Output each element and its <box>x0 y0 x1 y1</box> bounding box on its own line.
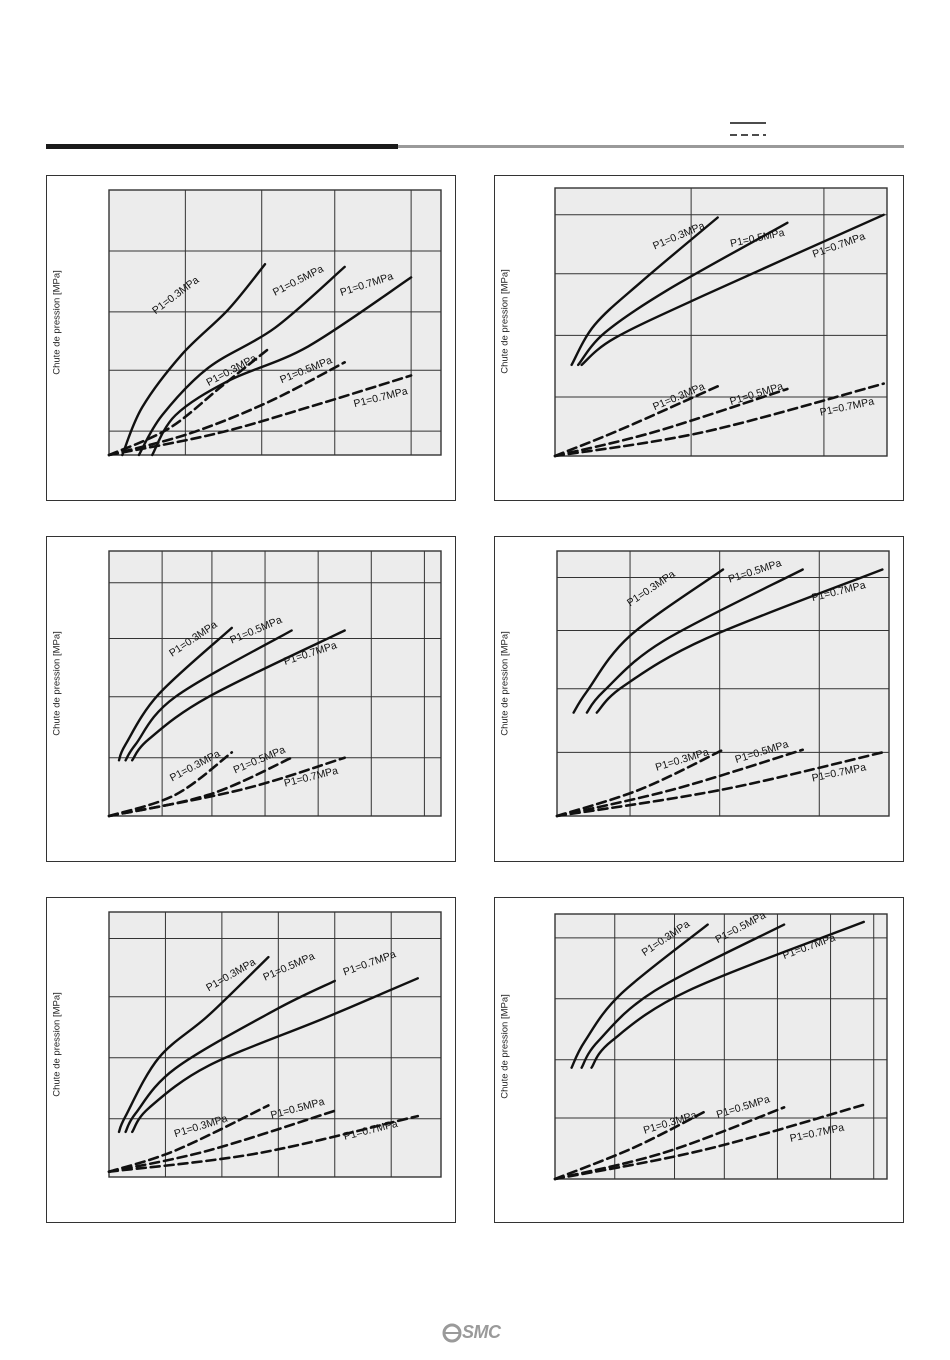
series-line-solid <box>570 923 709 1069</box>
series-line-solid <box>124 979 336 1134</box>
series-line-solid <box>124 629 293 762</box>
series-line-dashed <box>553 1108 709 1181</box>
chart-panel-1: Chute de pression [MPa] P1=0.3MPa P1=0.5MP… <box>46 175 456 501</box>
chart-panel-6: Chute de pression [MPa] P1=0.3MPa P1=0.5MP… <box>494 897 904 1223</box>
header-rule-grey <box>398 145 904 148</box>
smc-logo-text: SMC <box>462 1322 501 1342</box>
series-line-solid <box>121 263 267 457</box>
series-line-solid <box>137 265 346 457</box>
series-line-dashed <box>553 1103 866 1181</box>
series-line-solid <box>580 923 786 1069</box>
plot-area <box>108 189 442 456</box>
series-line-solid <box>577 221 789 367</box>
chart-panel-4: Chute de pression [MPa] P1=0.3MPa P1=0.5MP… <box>494 536 904 862</box>
series-line-solid <box>572 568 725 714</box>
chart-panel-3: Chute de pression [MPa] P1=0.3MPa P1=0.5MP… <box>46 536 456 862</box>
series-line-dashed <box>107 1104 270 1173</box>
series-line-dashed <box>107 1114 420 1173</box>
series-line-dashed <box>107 374 413 457</box>
chart-panel-2: Chute de pression [MPa] P1=0.3MPa P1=0.5MP… <box>494 175 904 501</box>
line-style-legend <box>730 118 770 142</box>
series-line-solid <box>117 955 270 1134</box>
series-line-dashed <box>553 385 719 458</box>
series-line-solid <box>580 213 885 367</box>
series-line-solid <box>590 920 865 1069</box>
series-line-dashed <box>553 387 789 458</box>
series-line-solid <box>570 216 719 367</box>
plot-area <box>108 550 442 817</box>
series-line-dashed <box>107 361 346 457</box>
series-line-solid <box>131 977 419 1134</box>
header-rule-dark <box>46 144 398 149</box>
series-line-solid <box>117 626 233 762</box>
series-line-solid <box>595 568 884 714</box>
chart-panel-5: Chute de pression [MPa] P1=0.3MPa P1=0.5MP… <box>46 897 456 1223</box>
series-line-dashed <box>555 748 725 818</box>
series-line-dashed <box>107 347 270 457</box>
series-line-dashed <box>553 382 885 458</box>
series-line-dashed <box>555 748 804 818</box>
series-line-solid <box>585 568 804 714</box>
series-line-dashed <box>555 751 884 818</box>
series-line-dashed <box>107 1109 337 1173</box>
plot-area <box>108 911 442 1178</box>
series-line-solid <box>151 276 413 457</box>
series-line-dashed <box>107 756 346 818</box>
series-line-solid <box>131 629 346 762</box>
legend-swatches <box>730 122 766 136</box>
smc-logo-icon <box>442 1323 462 1343</box>
plot-area <box>554 913 888 1180</box>
plot-area <box>554 187 888 457</box>
